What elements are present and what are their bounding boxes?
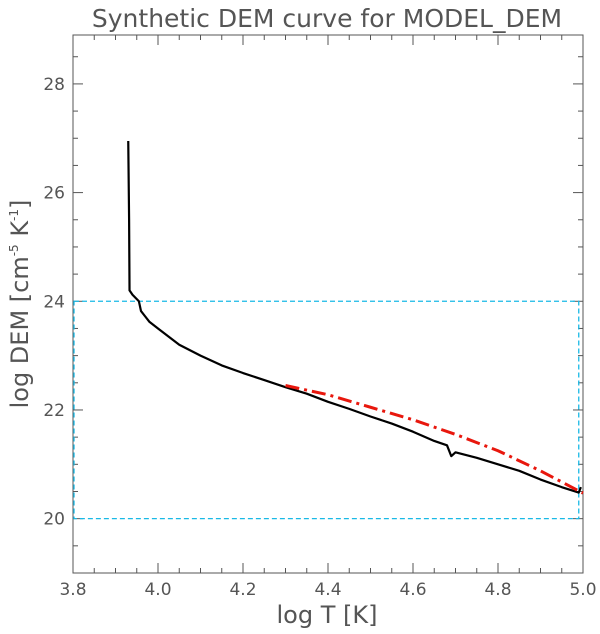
x-tick-label: 4.0 xyxy=(144,580,171,600)
y-tick-label: 26 xyxy=(43,184,65,204)
plot-area: 3.8 4.0 4.2 4.4 4.6 4.8 5.0 20 22 24 26 28 xyxy=(43,34,597,600)
y-tick-label: 22 xyxy=(43,401,65,421)
y-tick-label: 28 xyxy=(43,75,65,95)
y-axis-label-prefix: log DEM [cm xyxy=(6,256,34,408)
plot-frame xyxy=(72,34,584,574)
y-tick-label: 20 xyxy=(43,510,65,530)
y-axis-label-suffix: ] xyxy=(6,200,34,209)
dem-curve-line xyxy=(127,140,582,494)
x-tick-label: 4.8 xyxy=(484,580,511,600)
y-tick-label: 24 xyxy=(43,292,65,312)
y-axis-label-exponent-2: -1 xyxy=(7,209,21,221)
y-axis-label: log DEM [cm-5 K-1] xyxy=(6,200,34,409)
x-tick-label: 4.6 xyxy=(399,580,426,600)
x-tick-label: 5.0 xyxy=(569,580,596,600)
x-axis-label: log T [K] xyxy=(277,601,378,629)
chart-title: Synthetic DEM curve for MODEL_DEM xyxy=(92,4,562,33)
x-tick-label: 3.8 xyxy=(59,580,86,600)
y-axis-label-exponent-1: -5 xyxy=(7,244,21,256)
selection-box xyxy=(73,300,580,520)
fit-line-dash-dot xyxy=(285,384,584,495)
y-axis-label-middle: K xyxy=(6,220,34,245)
x-tick-label: 4.2 xyxy=(229,580,256,600)
x-tick-label: 4.4 xyxy=(314,580,341,600)
